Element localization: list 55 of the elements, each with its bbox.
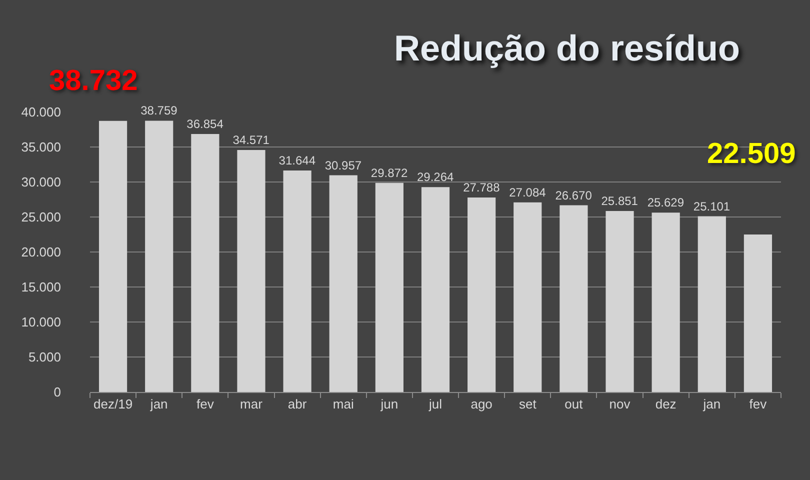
- bar: [606, 211, 634, 392]
- y-tick-label: 15.000: [21, 280, 61, 295]
- data-label: 29.264: [416, 170, 454, 184]
- data-label: 29.872: [370, 166, 408, 180]
- y-tick-label: 20.000: [21, 244, 61, 260]
- bar: [283, 170, 312, 392]
- y-tick-label: 35.000: [21, 140, 61, 155]
- data-label: 26.670: [555, 188, 592, 202]
- x-tick-label: jun: [380, 396, 398, 412]
- data-label: 25.629: [647, 196, 684, 210]
- data-label: 30.957: [324, 158, 362, 172]
- y-tick-label: 10.000: [21, 314, 61, 330]
- bar: [237, 150, 266, 392]
- y-tick-label: 40.000: [21, 104, 61, 120]
- x-tick-label: jan: [149, 396, 168, 412]
- data-label: 38.759: [140, 104, 178, 118]
- data-label: 34.571: [232, 133, 270, 147]
- x-tick-label: abr: [288, 396, 308, 412]
- y-tick-label: 0: [54, 384, 61, 400]
- data-label: 25.101: [693, 199, 730, 214]
- x-tick-label: mar: [240, 396, 264, 412]
- bar: [98, 120, 128, 392]
- x-tick-label: jul: [428, 396, 442, 412]
- bar: [560, 205, 588, 392]
- y-tick-label: 30.000: [21, 174, 61, 190]
- bar: [329, 175, 358, 392]
- bar: [514, 202, 542, 392]
- y-tick-label: 5.000: [28, 350, 61, 365]
- x-tick-label: dez: [655, 396, 676, 412]
- bar: [375, 182, 404, 392]
- chart-title: Redução do resíduo: [394, 28, 740, 69]
- bar: [191, 134, 220, 392]
- data-label: 25.851: [601, 194, 638, 208]
- x-tick-label: nov: [609, 396, 631, 412]
- x-tick-label: fev: [196, 396, 214, 412]
- x-tick-label: ago: [470, 396, 492, 412]
- x-tick-label: set: [518, 396, 537, 412]
- data-label: 36.854: [186, 117, 224, 132]
- x-tick-label: jan: [702, 396, 721, 412]
- x-tick-label: dez/19: [94, 396, 133, 412]
- data-label: 22.509: [707, 138, 796, 170]
- bar: [421, 187, 450, 392]
- bar: [145, 120, 174, 392]
- data-label: 27.788: [463, 180, 500, 194]
- data-label: 31.644: [278, 153, 316, 168]
- bar: [468, 197, 496, 392]
- bar: [744, 234, 772, 392]
- x-tick-label: out: [564, 396, 584, 412]
- data-label: 27.084: [509, 185, 546, 200]
- x-tick-label: mai: [332, 396, 354, 412]
- data-label: 38.732: [49, 65, 138, 97]
- bar: [698, 216, 726, 392]
- y-tick-label: 25.000: [21, 210, 61, 225]
- x-tick-label: fev: [749, 396, 768, 412]
- bar: [652, 212, 680, 392]
